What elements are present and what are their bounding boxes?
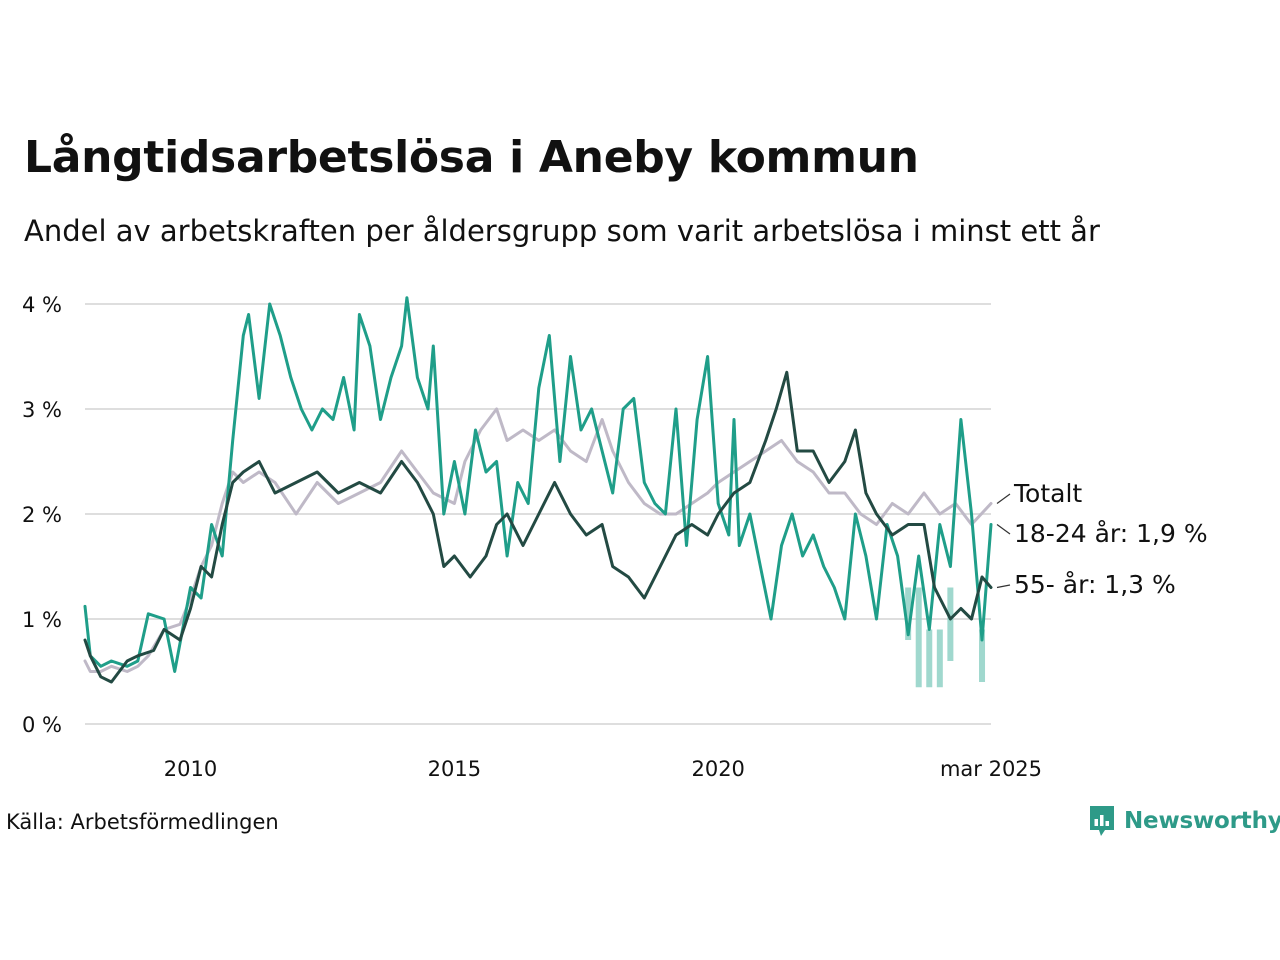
y-tick-label: 1 % [22, 608, 62, 632]
series-end-label: 18-24 år: 1,9 % [1014, 519, 1208, 548]
leader-line [996, 524, 1011, 535]
leader-line [996, 584, 1011, 589]
x-tick-label: 2020 [691, 757, 744, 781]
y-tick-label: 0 % [22, 713, 62, 737]
band-segment [915, 587, 922, 688]
band-segment [936, 629, 943, 688]
series-line-age-55 [83, 370, 993, 684]
series-line-age-18-24 [83, 296, 993, 673]
x-axis-ticks: 2010 2015 2020 mar 2025 [164, 757, 1042, 781]
series-lines [83, 296, 993, 684]
series-end-label: Totalt [1013, 479, 1082, 508]
band-segment [926, 629, 933, 688]
band-segment [947, 587, 954, 661]
newsworthy-logo-icon [1090, 806, 1114, 836]
source-note: Källa: Arbetsförmedlingen [6, 810, 279, 834]
x-tick-label: 2015 [428, 757, 481, 781]
y-tick-label: 3 % [22, 398, 62, 422]
line-chart: 0 % 1 % 2 % 3 % 4 % 2010 2015 2020 mar 2025 Tot… [22, 293, 1208, 781]
page-title: Långtidsarbetslösa i Aneby kommun [24, 132, 919, 183]
y-tick-label: 2 % [22, 503, 62, 527]
brand-name: Newsworthy [1124, 808, 1280, 834]
newsworthy-logo: Newsworthy [1088, 804, 1280, 838]
series-line-total [83, 407, 993, 673]
series-end-label: 55- år: 1,3 % [1014, 570, 1176, 599]
page-subtitle: Andel av arbetskraften per åldersgrupp s… [24, 214, 1100, 248]
y-tick-label: 4 % [22, 293, 62, 317]
band-segment [979, 629, 986, 682]
x-tick-label: mar 2025 [940, 757, 1042, 781]
series-end-labels: Totalt 18-24 år: 1,9 % 55- år: 1,3 % [996, 479, 1208, 599]
uncertainty-band [905, 587, 986, 688]
y-axis-ticks: 0 % 1 % 2 % 3 % 4 % [22, 293, 62, 737]
leader-line [996, 493, 1011, 504]
band-segment [905, 587, 912, 640]
x-tick-label: 2010 [164, 757, 217, 781]
